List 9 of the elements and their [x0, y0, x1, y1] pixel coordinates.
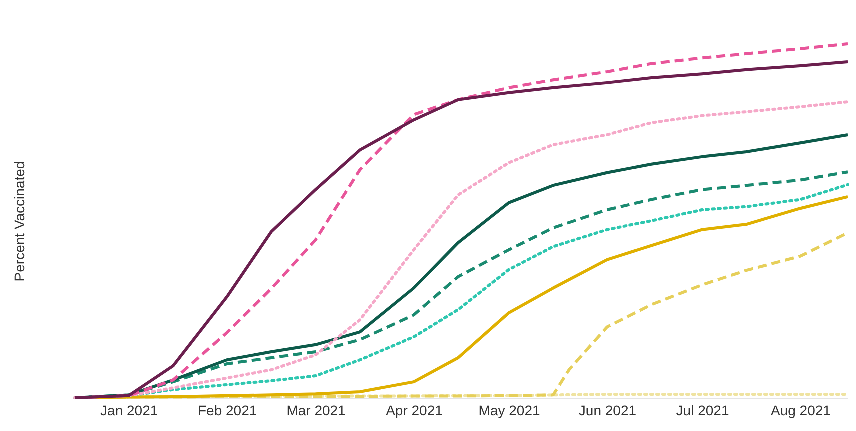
x-tick-label: Mar 2021	[286, 402, 346, 418]
x-tick-label: Jun 2021	[578, 402, 637, 418]
x-tick-label: Jul 2021	[676, 402, 730, 418]
x-tick-label: Jan 2021	[100, 402, 158, 418]
x-tick-label: Feb 2021	[198, 402, 258, 418]
x-tick-label: May 2021	[478, 402, 540, 418]
y-axis-title: Percent Vaccinated	[12, 161, 28, 282]
x-tick-label: Aug 2021	[771, 402, 832, 418]
x-tick-label: Apr 2021	[386, 402, 444, 418]
